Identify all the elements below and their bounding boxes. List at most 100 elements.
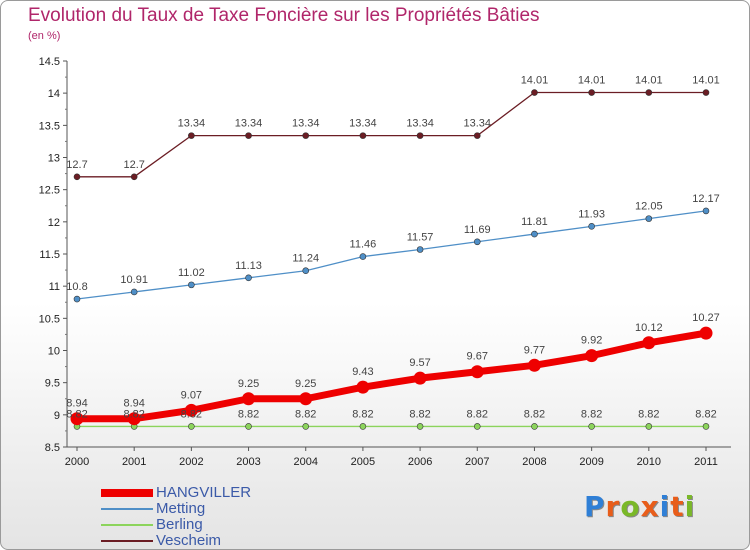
data-point-hangviller [642,336,656,350]
data-label-berling: 8.82 [66,408,87,420]
proxiti-logo: Proxiti [584,490,696,523]
x-tick-label: 2004 [293,456,317,468]
data-point-hangviller [699,326,713,340]
data-point-vescheim [645,89,653,96]
x-tick-label: 2001 [122,456,146,468]
data-label-hangviller: 9.07 [181,389,202,401]
data-label-hangviller: 9.43 [352,366,373,378]
legend-label: Vescheim [156,532,222,549]
data-point-hangviller [585,349,599,363]
data-label-berling: 8.82 [524,408,545,420]
data-point-vescheim [130,173,138,181]
data-point-metting [73,295,81,303]
data-label-metting: 11.24 [292,253,319,265]
data-label-metting: 10.91 [120,274,148,286]
y-tick-label: 9.5 [45,378,60,390]
data-label-berling: 8.82 [238,408,259,420]
data-label-hangviller: 10.27 [692,312,720,324]
data-point-berling [473,423,481,430]
y-tick-label: 14 [48,88,60,100]
data-label-hangviller: 9.92 [581,335,602,347]
x-tick-label: 2008 [522,456,546,468]
data-label-berling: 8.82 [467,408,488,420]
data-point-berling [359,423,367,430]
data-point-hangviller [356,380,370,394]
legend-swatch [101,508,153,510]
data-label-metting: 12.17 [692,193,720,205]
legend-swatch [101,489,153,497]
data-label-berling: 8.82 [638,408,659,420]
data-point-vescheim [416,132,424,139]
data-point-metting [531,230,538,238]
data-point-berling [645,423,653,430]
x-tick-label: 2010 [637,456,661,468]
data-label-berling: 8.82 [181,408,202,420]
x-tick-label: 2007 [465,456,489,468]
data-point-metting [473,238,481,246]
data-point-hangviller [299,392,313,406]
chart-title: Evolution du Taux de Taxe Foncière sur l… [28,5,540,26]
data-label-hangviller: 10.12 [635,322,663,334]
data-label-vescheim: 12.7 [66,159,87,171]
legend-swatch [101,524,153,526]
series-line-hangviller [73,329,710,423]
legend-swatch [101,540,153,542]
data-label-berling: 8.82 [409,408,430,420]
y-tick-label: 9 [54,410,60,422]
legend-label: Berling [156,516,203,533]
data-label-metting: 11.02 [178,267,205,279]
data-point-vescheim [702,89,710,96]
data-point-hangviller [527,358,541,372]
x-tick-label: 2011 [694,456,718,468]
data-labels-layer: 12.7 12.7 13.34 13.34 13.34 13.34 13.34 13.34 14… [66,75,719,421]
y-tick-label: 10 [48,346,60,358]
data-label-metting: 11.81 [521,216,548,228]
x-tick-label: 2003 [236,456,260,468]
x-tick-label: 2005 [351,456,375,468]
data-label-hangviller: 8.94 [123,398,144,410]
y-tick-label: 8.5 [45,442,60,454]
data-label-vescheim: 14.01 [521,75,549,87]
data-point-metting [359,253,367,260]
series-layer [70,89,713,430]
data-label-vescheim: 13.34 [406,118,434,130]
data-point-vescheim [302,132,310,139]
data-label-berling: 8.82 [581,408,602,420]
data-point-berling [416,423,424,430]
data-point-berling [702,423,710,430]
y-tick-label: 12.5 [39,185,60,197]
series-line-metting [76,210,707,300]
data-point-metting [188,281,195,289]
data-point-berling [588,423,595,430]
data-point-vescheim [73,173,81,181]
data-point-berling [245,423,252,430]
data-label-vescheim: 13.34 [235,118,263,130]
data-point-hangviller [470,365,484,379]
data-label-hangviller: 9.57 [409,357,430,369]
data-point-berling [531,423,538,430]
data-point-metting [245,274,252,282]
data-label-metting: 11.46 [350,239,377,251]
data-label-hangviller: 9.25 [238,378,259,390]
data-point-hangviller [242,392,256,406]
data-label-metting: 11.69 [464,224,491,236]
data-point-vescheim [588,89,595,96]
data-point-vescheim [531,89,538,96]
data-label-berling: 8.82 [695,408,716,420]
y-tick-label: 11.5 [39,249,60,261]
y-tick-label: 13 [48,153,60,165]
series-line-vescheim [76,91,707,178]
data-label-metting: 11.13 [235,260,262,272]
data-point-hangviller [127,412,141,426]
data-label-berling: 8.82 [352,408,373,420]
data-point-vescheim [359,132,367,139]
data-label-metting: 10.8 [66,281,87,293]
data-label-vescheim: 13.34 [292,118,320,130]
data-label-vescheim: 13.34 [464,118,492,130]
data-label-berling: 8.82 [295,408,316,420]
data-label-metting: 12.05 [635,201,663,213]
data-point-hangviller [70,412,84,426]
data-label-vescheim: 14.01 [692,75,720,87]
